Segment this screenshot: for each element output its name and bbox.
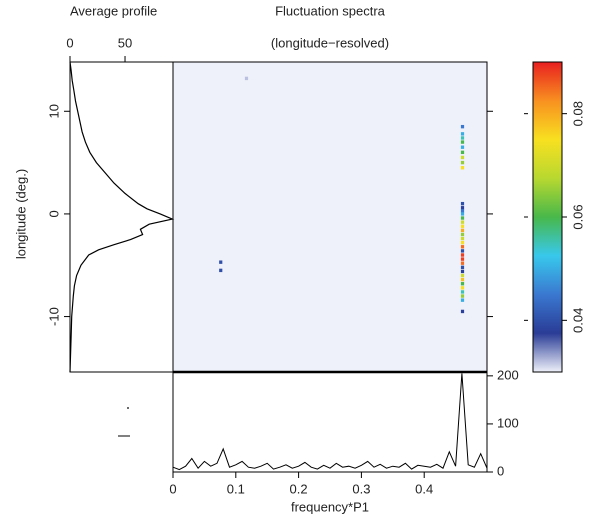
x-tick-label: 0.3	[352, 481, 370, 496]
x-axis-label: frequency*P1	[291, 499, 369, 514]
colorbar-tick-label: 0.08	[570, 101, 585, 126]
spectrum-cell	[460, 245, 465, 249]
x-tick-label: 50	[118, 35, 132, 50]
spectrum-cell	[460, 309, 465, 314]
spectrum-cell	[460, 228, 465, 233]
x-tick-label: 0.4	[415, 481, 433, 496]
x-tick-label: 0	[66, 35, 73, 50]
chart-title: Fluctuation spectra	[275, 3, 386, 18]
spectrum-cell	[460, 124, 465, 129]
y-tick-label: -10	[46, 307, 61, 326]
spectrum-line	[172, 373, 488, 471]
y-tick-label: 100	[497, 415, 519, 430]
spectrum-cell	[460, 257, 465, 261]
spectrum-cell	[460, 269, 465, 274]
x-tick-label: 0	[169, 481, 176, 496]
spectrum-cell	[460, 232, 465, 237]
profile-frame	[69, 61, 174, 373]
spectrum-cell	[460, 206, 465, 210]
spectrum-cell	[460, 298, 465, 302]
spectrum-cell	[460, 136, 465, 140]
spectrum-cell	[460, 201, 465, 206]
y-axis-label: longitude (deg.)	[13, 169, 28, 259]
spectrum-cell	[460, 212, 465, 216]
spectrum-cell	[460, 236, 465, 241]
spectrum-cell	[460, 277, 465, 282]
spectrum-cell	[460, 140, 465, 144]
x-tick-label: 0.1	[227, 481, 245, 496]
y-tick-label: 0	[46, 210, 61, 217]
spectrum-cell	[460, 216, 465, 220]
profile-line	[69, 61, 175, 373]
chart-subtitle: (longitude−resolved)	[271, 35, 389, 50]
spectrum-cell	[460, 145, 465, 149]
spectrum-cell	[460, 265, 465, 269]
spectrum-cell	[460, 132, 465, 136]
spectrum-cell	[460, 294, 465, 298]
spectrum-cell	[219, 268, 223, 273]
spectrum-background	[173, 62, 487, 372]
spectrum-cell	[219, 260, 223, 264]
spectrum-cell	[460, 209, 465, 213]
spectrum-cell	[460, 166, 465, 170]
spectrum-cell	[460, 224, 465, 228]
colorbar	[532, 61, 563, 373]
spectrum-cell	[460, 261, 465, 265]
spectrum-cell	[460, 273, 465, 278]
spectrum-cell	[460, 240, 465, 245]
spectrum-cell	[460, 150, 465, 155]
y-tick-label: 0	[497, 463, 504, 478]
spectrum-cell	[244, 76, 249, 81]
y-tick-label: 200	[497, 367, 519, 382]
spectrum-cell	[460, 155, 465, 160]
marker-dot	[127, 407, 129, 409]
profile-title: Average profile	[70, 3, 157, 18]
spectrum-cell	[460, 282, 465, 286]
spectrum-cell	[460, 290, 465, 294]
colorbar-tick-label: 0.06	[570, 204, 585, 229]
spectrum-cell	[460, 286, 465, 290]
spectrum-cell	[460, 249, 465, 253]
spectrum-cell	[460, 220, 465, 224]
spectrum-cell	[460, 160, 465, 165]
spectrum-cell	[460, 253, 465, 257]
x-tick-label: 0.2	[290, 481, 308, 496]
y-tick-label: 10	[46, 104, 61, 118]
colorbar-tick-label: 0.04	[570, 308, 585, 333]
